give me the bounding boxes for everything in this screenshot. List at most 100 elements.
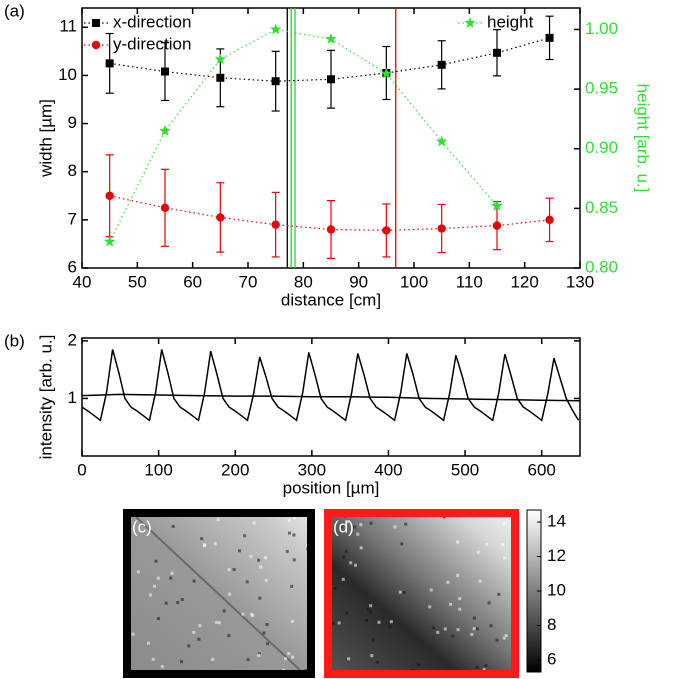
image-pixel: [286, 550, 289, 553]
y-tick-label: 1: [68, 388, 77, 407]
image-pixel: [347, 657, 350, 660]
x-tick-label: 300: [298, 460, 326, 479]
x-tick-label: 0: [77, 460, 86, 479]
image-pixel: [169, 577, 172, 580]
legend-label: x-direction: [113, 12, 191, 31]
marker: [159, 125, 170, 136]
marker: [493, 221, 501, 229]
image-pixel: [228, 593, 231, 596]
panel-label: (b): [4, 331, 25, 350]
image-pixel: [345, 550, 348, 553]
marker: [546, 34, 554, 42]
marker: [216, 74, 224, 82]
x-tick-label: 120: [510, 272, 538, 291]
y-tick-label: 7: [68, 209, 77, 228]
marker: [545, 216, 553, 224]
marker: [272, 77, 280, 85]
marker: [436, 136, 447, 147]
image-pixel: [496, 639, 499, 642]
x-tick-label: 500: [451, 460, 479, 479]
image-pixel: [369, 610, 372, 613]
image-pixel: [161, 665, 164, 668]
image-pixel: [157, 577, 160, 580]
image-pixel: [265, 623, 268, 626]
image-pixel: [152, 658, 155, 661]
y-tick-label: 10: [58, 65, 77, 84]
image-pixel: [214, 542, 217, 545]
x-tick-label: 100: [144, 460, 172, 479]
image-pixel: [479, 580, 482, 583]
image-pixel: [430, 588, 433, 591]
marker: [92, 19, 100, 27]
panel-label: (d): [333, 517, 354, 536]
image-pixel: [400, 542, 403, 545]
image-pixel: [293, 558, 296, 561]
y2-axis-label: height [arb. u.]: [634, 84, 653, 193]
marker: [493, 49, 501, 57]
image-pixel: [149, 594, 152, 597]
image-pixel: [446, 581, 449, 584]
image-panels: [127, 513, 515, 674]
image-pixel: [456, 541, 459, 544]
image-pixel: [246, 580, 249, 583]
image-pixel: [378, 621, 381, 624]
image-pixel: [198, 624, 201, 627]
image-pixel: [193, 580, 196, 583]
y2-tick-label: 0.80: [585, 257, 618, 276]
image-pixel: [292, 534, 295, 537]
image-pixel: [218, 621, 221, 624]
image-pixel: [451, 635, 454, 638]
marker: [327, 75, 335, 83]
x-tick-label: 80: [294, 272, 313, 291]
image-pixel: [501, 543, 504, 546]
image-pixel: [259, 566, 262, 569]
image-pixel: [233, 568, 236, 571]
colorbar-tick-label: 10: [547, 580, 566, 599]
image-pixel: [349, 561, 352, 564]
image-pixel: [333, 587, 336, 590]
image-pixel: [473, 627, 476, 630]
image-pixel: [181, 598, 184, 601]
image-pixel: [192, 631, 195, 634]
image-pixel: [503, 637, 506, 640]
y-tick-label: 11: [59, 17, 77, 36]
image-pixel: [338, 621, 341, 624]
image-pixel: [243, 534, 246, 537]
image-pixel: [458, 597, 461, 600]
image-pixel: [264, 556, 267, 559]
image-pixel: [476, 627, 479, 630]
image-pixel: [157, 617, 160, 620]
image-pixel: [215, 621, 218, 624]
image-pixel: [404, 523, 407, 526]
image-pixel: [372, 638, 375, 641]
image-pixel: [284, 657, 287, 660]
y-tick-label: 9: [68, 113, 77, 132]
image-pixel: [203, 544, 206, 547]
y-axis-label: intensity [arb. u.]: [36, 335, 55, 460]
image-pixel: [253, 521, 256, 524]
marker: [104, 236, 115, 247]
marker: [464, 17, 475, 28]
marker: [271, 220, 279, 228]
marker: [327, 225, 335, 233]
x-axis-label: distance [cm]: [281, 290, 381, 309]
x-tick-label: 60: [183, 272, 202, 291]
image-pixel: [444, 627, 447, 630]
image-pixel: [200, 537, 203, 540]
colorbar-tick-label: 8: [547, 615, 556, 634]
image-pixel: [241, 613, 244, 616]
series-line: [82, 350, 579, 421]
image-pixel: [291, 620, 294, 623]
marker: [216, 213, 224, 221]
image-pixel: [147, 642, 150, 645]
image-pixel: [366, 608, 369, 611]
image-pixel: [247, 658, 250, 661]
x-tick-label: 50: [128, 272, 147, 291]
panel-label: (a): [4, 1, 25, 20]
image-pixel: [473, 617, 476, 620]
image-pixel: [238, 549, 241, 552]
image-pixel: [172, 525, 175, 528]
image-pixel: [393, 525, 396, 528]
image-pixel: [356, 533, 359, 536]
image-pixel: [165, 602, 168, 605]
